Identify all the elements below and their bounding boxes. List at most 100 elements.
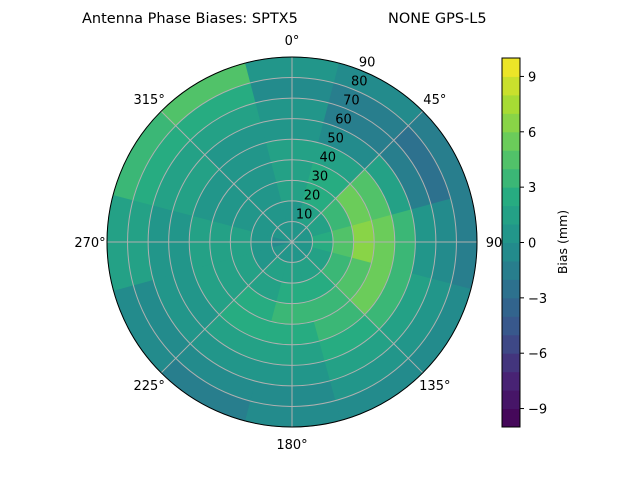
colorbar-tick-label: −3 [528, 292, 547, 307]
colorbar-tick-label: −9 [528, 403, 547, 418]
contour-cell [349, 262, 392, 316]
contour-cell [189, 328, 261, 382]
contour-cell [172, 154, 220, 216]
contour-cell [218, 299, 272, 342]
colorbar-band [502, 260, 520, 280]
radial-tick-label: 40 [319, 150, 336, 165]
angular-tick-label: 180° [276, 438, 307, 453]
angular-tick-label: 90 [486, 236, 503, 251]
contour-cell [378, 273, 432, 345]
contour-cell [292, 227, 313, 242]
contour-cell [307, 162, 351, 199]
contour-cell [204, 314, 266, 362]
chart-title-right: NONE GPS-L5 [388, 11, 487, 27]
contour-cell [132, 278, 191, 360]
angular-tick-label: 45° [423, 93, 446, 108]
contour-cell [212, 257, 249, 301]
contour-cell [189, 102, 261, 156]
contour-cell [333, 357, 424, 422]
contour-cell [271, 227, 292, 242]
radial-tick-label: 10 [296, 207, 313, 222]
angular-tick-label: 225° [134, 379, 165, 394]
contour-cell [233, 285, 277, 322]
contour-cell [152, 273, 206, 345]
contour-cell [307, 285, 351, 322]
angular-tick-label: 315° [134, 93, 165, 108]
contour-cell [132, 124, 191, 206]
contour-cell [112, 283, 177, 374]
contour-cell [160, 357, 251, 422]
contour-cell [407, 110, 472, 201]
radial-tick-label: 50 [327, 132, 344, 147]
colorbar-tick-label: −6 [528, 347, 547, 362]
colorbar-tick-label: 9 [528, 70, 536, 85]
contour-cell [323, 328, 395, 382]
polar-grid [106, 56, 478, 428]
contour-cell [318, 122, 380, 170]
contour-cell [312, 142, 366, 185]
contour-cell [152, 139, 206, 211]
colorbar: 9 6 3 0 −3 −6 −9 [501, 57, 547, 428]
colorbar-band [502, 353, 520, 373]
contour-cell [271, 242, 292, 257]
colorbar-band [502, 334, 520, 354]
contour-cell [204, 122, 266, 170]
contour-cell [349, 168, 392, 222]
angular-tick-label: 135° [419, 379, 450, 394]
colorbar-band [502, 205, 520, 225]
colorbar-band [502, 316, 520, 336]
angular-gridline [160, 110, 293, 243]
colorbar-label: Bias (mm) [555, 210, 570, 274]
colorbar-band [502, 371, 520, 391]
colorbar-band [502, 390, 520, 410]
colorbar-band [502, 94, 520, 114]
contour-cell [364, 154, 412, 216]
radial-tick-label: 60 [335, 113, 352, 128]
colorbar-band [502, 242, 520, 262]
colorbar-band [502, 150, 520, 170]
contour-cell [218, 142, 272, 185]
contour-cell [112, 110, 177, 201]
contour-cell [292, 242, 313, 257]
chart-title-left: Antenna Phase Biases: SPTX5 [82, 11, 298, 27]
contour-cell [328, 343, 410, 402]
colorbar-tick-label: 0 [528, 237, 536, 252]
contour-cell [333, 62, 424, 127]
radial-tick-label: 90 [359, 56, 376, 71]
contour-cell [312, 299, 366, 342]
radial-tick-label: 70 [343, 94, 360, 109]
contour-cell [192, 168, 235, 222]
colorbar-band [502, 224, 520, 243]
angular-tick-label: 0° [285, 34, 300, 49]
contour-cell [160, 62, 251, 127]
contour-cell [328, 82, 410, 141]
colorbar-band [502, 408, 520, 428]
radial-tick-label: 20 [304, 188, 321, 203]
contour-cell [335, 183, 372, 227]
colorbar-band [502, 168, 520, 188]
radial-tick-label: 80 [351, 75, 368, 90]
angular-gridline [291, 241, 424, 374]
polar-tick-labels: 0° 45° 90 135° 180° 225° 270° 315° 10 20 30 40 50 60 7… [74, 34, 502, 453]
contour-cell [292, 221, 307, 242]
angular-gridline [291, 110, 424, 243]
contour-cell [212, 183, 249, 227]
contour-cell [292, 242, 307, 263]
contour-cell [233, 162, 277, 199]
colorbar-band [502, 279, 520, 299]
colorbar-band [502, 113, 520, 133]
colorbar-band [502, 76, 520, 96]
radial-tick-label: 30 [312, 169, 329, 184]
angular-tick-label: 270° [74, 236, 105, 251]
contour-cell [174, 343, 256, 402]
contour-cell [277, 221, 292, 242]
polar-frame [106, 56, 478, 428]
contour-cell [174, 82, 256, 141]
colorbar-band [502, 131, 520, 151]
colorbar-tick-label: 6 [528, 126, 536, 141]
colorbar-band [502, 187, 520, 207]
contour-cell [277, 242, 292, 263]
contour-cell [378, 139, 432, 211]
colorbar-tick-label: 3 [528, 181, 536, 196]
